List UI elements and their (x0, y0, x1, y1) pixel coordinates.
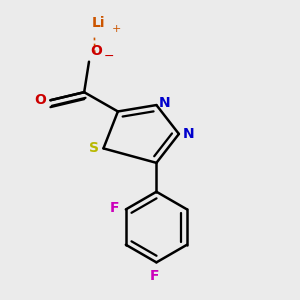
Text: −: − (103, 50, 114, 63)
Text: N: N (159, 96, 171, 110)
Text: O: O (91, 44, 103, 58)
Text: F: F (150, 269, 160, 284)
Text: F: F (110, 201, 119, 215)
Text: S: S (88, 141, 99, 155)
Text: Li: Li (92, 16, 105, 30)
Text: +: + (112, 24, 121, 34)
Text: N: N (183, 127, 194, 141)
Text: O: O (34, 93, 46, 107)
